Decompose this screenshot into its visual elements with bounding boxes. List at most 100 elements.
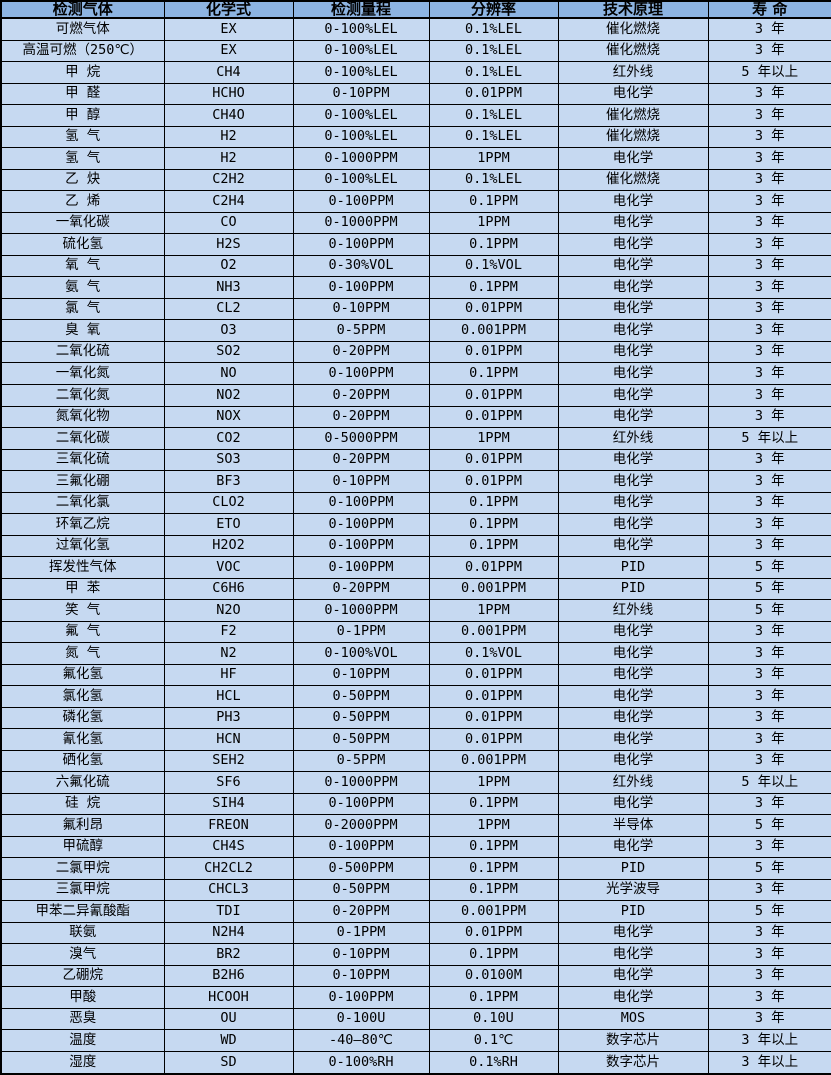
table-cell-range: 0-10PPM [292,470,430,493]
table-row: 乙 炔 C2H2 0-100%LEL 0.1%LEL 催化燃烧 3 年 [0,168,831,192]
table-cell-resolution: 0.01PPM [428,448,559,472]
table-cell-lifespan: 5 年 [707,900,831,923]
table-cell-range: 0-1000PPM [292,599,430,622]
table-row: 二氧化硫 SO2 0-20PPM 0.01PPM 电化学 3 年 [0,340,831,364]
table-cell-resolution: 0.1PPM [428,857,559,880]
table-cell-principle: 电化学 [557,190,709,213]
table-cell-resolution: 0.1PPM [428,190,559,213]
table-cell-gas: 三氧化硫 [0,448,165,472]
table-cell-formula: N2H4 [163,921,294,945]
table-cell-principle: 电化学 [557,362,709,385]
column-header-lifespan: 寿 命 [707,0,831,19]
table-row: 甲 苯 C6H6 0-20PPM 0.001PPM PID 5 年 [0,577,831,601]
table-cell-principle: 催化燃烧 [557,168,709,192]
table-cell-resolution: 0.001PPM [428,319,559,342]
table-cell-gas: 氰化氢 [0,728,165,751]
table-cell-range: 0-100PPM [292,835,430,859]
table-cell-principle: 电化学 [557,319,709,342]
table-cell-resolution: 0.1PPM [428,233,559,256]
table-cell-principle: 红外线 [557,61,709,84]
table-cell-formula: PH3 [163,706,294,730]
table-cell-gas: 二氯甲烷 [0,857,165,880]
table-cell-lifespan: 3 年 [707,39,831,63]
table-cell-formula: SEH2 [163,749,294,773]
table-cell-principle: 数字芯片 [557,1029,709,1052]
table-cell-resolution: 0.1℃ [428,1029,559,1052]
table-cell-resolution: 0.1%LEL [428,17,559,41]
table-cell-formula: CO [163,211,294,235]
table-cell-gas: 三氯甲烷 [0,878,165,902]
table-cell-gas: 二氧化氮 [0,384,165,407]
table-row: 硅 烷 SIH4 0-100PPM 0.1PPM 电化学 3 年 [0,792,831,816]
table-cell-principle: 催化燃烧 [557,104,709,127]
table-cell-formula: NO2 [163,384,294,407]
table-cell-resolution: 1PPM [428,771,559,794]
table-cell-resolution: 0.1PPM [428,792,559,816]
table-cell-principle: 催化燃烧 [557,17,709,41]
table-cell-gas: 甲苯二异氰酸酯 [0,900,165,923]
table-cell-gas: 硅 烷 [0,792,165,816]
table-cell-formula: SIH4 [163,792,294,816]
table-cell-resolution: 0.1PPM [428,491,559,515]
table-cell-range: 0-20PPM [292,448,430,472]
table-cell-formula: SD [163,1050,294,1075]
table-cell-resolution: 0.1%VOL [428,642,559,665]
table-cell-range: 0-20PPM [292,405,430,429]
table-cell-formula: CO2 [163,427,294,450]
table-cell-range: 0-5PPM [292,319,430,342]
table-cell-range: 0-100PPM [292,362,430,385]
table-cell-formula: H2 [163,125,294,149]
table-row: 过氧化氢 H2O2 0-100PPM 0.1PPM 电化学 3 年 [0,534,831,558]
table-cell-range: 0-1PPM [292,921,430,945]
table-cell-gas: 三氟化硼 [0,470,165,493]
table-cell-formula: N2O [163,599,294,622]
table-row: 乙硼烷 B2H6 0-10PPM 0.0100M 电化学 3 年 [0,964,831,988]
table-cell-formula: C6H6 [163,577,294,601]
table-cell-lifespan: 3 年 [707,17,831,41]
table-cell-range: 0-20PPM [292,384,430,407]
table-row: 氟 气 F2 0-1PPM 0.001PPM 电化学 3 年 [0,620,831,644]
table-cell-lifespan: 3 年 [707,82,831,106]
table-row: 氢 气 H2 0-100%LEL 0.1%LEL 催化燃烧 3 年 [0,125,831,149]
table-row: 磷化氢 PH3 0-50PPM 0.01PPM 电化学 3 年 [0,706,831,730]
table-cell-range: 0-10PPM [292,943,430,966]
table-cell-gas: 硒化氢 [0,749,165,773]
table-cell-range: 0-50PPM [292,728,430,751]
table-cell-formula: HCL [163,685,294,708]
table-cell-range: 0-100PPM [292,276,430,299]
table-cell-gas: 高温可燃（250℃） [0,39,165,63]
table-cell-range: 0-50PPM [292,685,430,708]
table-row: 甲 醇 CH4O 0-100%LEL 0.1%LEL 催化燃烧 3 年 [0,104,831,127]
table-row: 甲 醛 HCHO 0-10PPM 0.01PPM 电化学 3 年 [0,82,831,106]
table-cell-resolution: 0.1%LEL [428,168,559,192]
table-cell-lifespan: 3 年 [707,534,831,558]
table-cell-formula: H2 [163,147,294,170]
table-cell-gas: 氟利昂 [0,814,165,837]
table-cell-gas: 一氧化碳 [0,211,165,235]
table-cell-formula: CH4S [163,835,294,859]
table-cell-range: 0-10PPM [292,82,430,106]
table-cell-range: 0-100%LEL [292,104,430,127]
table-row: 笑 气 N2O 0-1000PPM 1PPM 红外线 5 年 [0,599,831,622]
table-cell-gas: 可燃气体 [0,17,165,41]
table-cell-resolution: 0.1%RH [428,1050,559,1075]
table-row: 六氟化硫 SF6 0-1000PPM 1PPM 红外线 5 年以上 [0,771,831,794]
table-cell-principle: 电化学 [557,728,709,751]
table-cell-formula: SF6 [163,771,294,794]
table-cell-lifespan: 3 年 [707,147,831,170]
table-cell-formula: CL2 [163,297,294,321]
table-cell-range: 0-2000PPM [292,814,430,837]
table-cell-principle: 电化学 [557,491,709,515]
table-cell-principle: 电化学 [557,685,709,708]
table-cell-formula: NH3 [163,276,294,299]
table-cell-principle: 催化燃烧 [557,39,709,63]
table-cell-principle: 电化学 [557,706,709,730]
table-row: 二氯甲烷 CH2CL2 0-500PPM 0.1PPM PID 5 年 [0,857,831,880]
table-cell-lifespan: 3 年 [707,362,831,385]
table-cell-principle: 电化学 [557,211,709,235]
table-cell-range: 0-10PPM [292,964,430,988]
table-cell-formula: TDI [163,900,294,923]
table-cell-lifespan: 3 年 [707,233,831,256]
table-cell-principle: 电化学 [557,835,709,859]
